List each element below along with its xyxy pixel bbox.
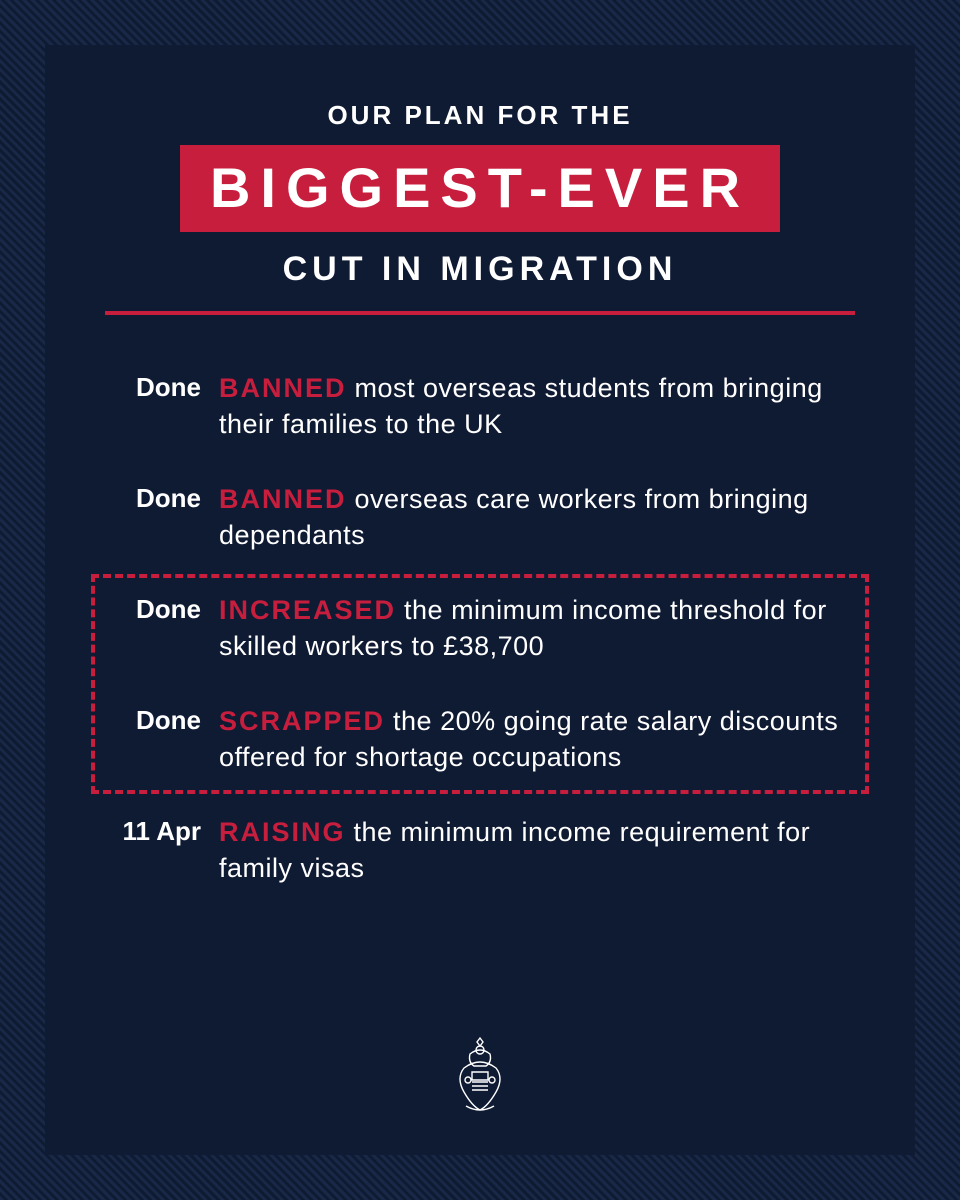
- item-body: BANNED overseas care workers from bringi…: [219, 481, 851, 554]
- item-status: 11 Apr: [109, 814, 219, 847]
- banner-text: BIGGEST-EVER: [180, 145, 780, 232]
- crest-container: [105, 1036, 855, 1125]
- item-status: Done: [109, 703, 219, 736]
- list-item: DoneBANNED most overseas students from b…: [109, 370, 851, 443]
- list-item: DoneINCREASED the minimum income thresho…: [109, 592, 851, 665]
- item-status: Done: [109, 592, 219, 625]
- item-keyword: RAISING: [219, 817, 346, 847]
- list-item: DoneSCRAPPED the 20% going rate salary d…: [109, 703, 851, 776]
- list-item: 11 AprRAISING the minimum income require…: [109, 814, 851, 887]
- item-keyword: INCREASED: [219, 595, 396, 625]
- list-item: DoneBANNED overseas care workers from br…: [109, 481, 851, 554]
- item-body: BANNED most overseas students from bring…: [219, 370, 851, 443]
- item-status: Done: [109, 370, 219, 403]
- divider-rule: [105, 311, 855, 315]
- item-body: SCRAPPED the 20% going rate salary disco…: [219, 703, 851, 776]
- subhead-text: CUT IN MIGRATION: [105, 250, 855, 289]
- item-body: RAISING the minimum income requirement f…: [219, 814, 851, 887]
- item-status: Done: [109, 481, 219, 514]
- header: OUR PLAN FOR THE BIGGEST-EVER CUT IN MIG…: [105, 100, 855, 315]
- items-list: DoneBANNED most overseas students from b…: [105, 370, 855, 1036]
- item-body: INCREASED the minimum income threshold f…: [219, 592, 851, 665]
- item-keyword: SCRAPPED: [219, 706, 385, 736]
- item-keyword: BANNED: [219, 373, 347, 403]
- infographic-card: OUR PLAN FOR THE BIGGEST-EVER CUT IN MIG…: [45, 45, 915, 1155]
- item-keyword: BANNED: [219, 484, 347, 514]
- eyebrow-text: OUR PLAN FOR THE: [105, 100, 855, 131]
- uk-royal-crest-icon: [450, 1101, 510, 1118]
